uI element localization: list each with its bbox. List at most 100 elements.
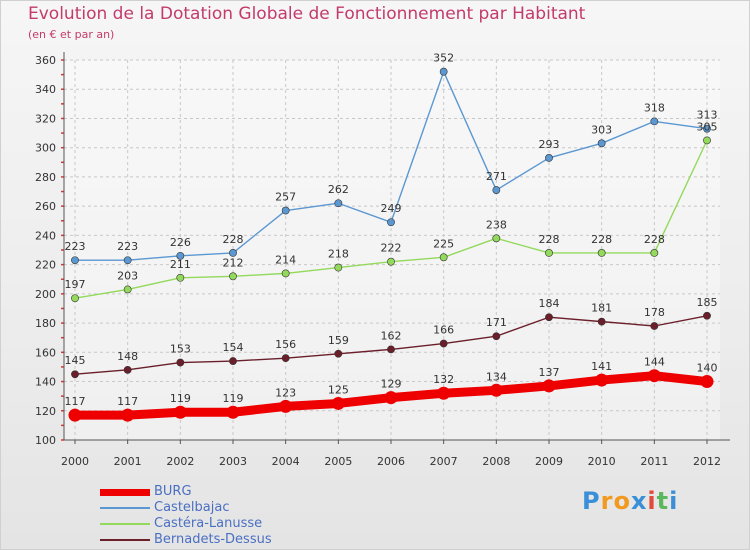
data-label: 212: [223, 256, 244, 269]
data-point: [229, 249, 237, 257]
data-label: 137: [539, 366, 560, 379]
data-label: 197: [65, 278, 86, 291]
data-point: [597, 139, 606, 148]
data-point: [121, 408, 135, 422]
data-label: 211: [170, 258, 191, 271]
data-label: 129: [381, 378, 402, 391]
y-tick-label: 180: [35, 317, 56, 330]
data-point: [650, 117, 659, 126]
chart-title: Evolution de la Dotation Globale de Fonc…: [28, 4, 586, 24]
data-point: [387, 345, 395, 354]
data-point: [439, 67, 448, 76]
data-point: [226, 405, 240, 419]
data-point: [281, 269, 290, 278]
data-label: 117: [65, 395, 86, 408]
logo-letter: r: [600, 487, 614, 515]
data-point: [439, 253, 448, 262]
data-label: 218: [328, 248, 349, 261]
x-tick-label: 2008: [482, 455, 510, 468]
data-point: [173, 405, 187, 419]
data-label: 262: [328, 183, 349, 196]
data-point: [492, 332, 501, 341]
data-point: [492, 234, 501, 243]
x-tick-label: 2003: [219, 455, 247, 468]
data-label: 148: [117, 350, 138, 363]
data-point: [281, 206, 290, 215]
data-label: 125: [328, 383, 349, 396]
data-label: 228: [591, 233, 612, 246]
x-tick-label: 2002: [166, 455, 194, 468]
data-point: [123, 256, 132, 265]
data-point: [334, 349, 343, 358]
y-tick-label: 200: [35, 288, 56, 301]
data-point: [542, 379, 556, 393]
data-label: 156: [275, 338, 296, 351]
data-label: 203: [117, 269, 138, 282]
data-label: 214: [275, 253, 296, 266]
y-tick-label: 260: [35, 200, 56, 213]
data-point: [123, 285, 132, 294]
x-tick-label: 2009: [535, 455, 563, 468]
data-point: [68, 408, 82, 422]
data-point: [597, 317, 606, 326]
data-label: 257: [275, 191, 296, 204]
y-tick-label: 320: [35, 112, 56, 125]
x-tick-label: 2012: [693, 455, 721, 468]
data-label: 226: [170, 236, 191, 249]
data-label: 178: [644, 306, 665, 319]
data-label: 162: [381, 329, 402, 342]
data-label: 249: [381, 202, 402, 215]
x-tick-label: 2011: [640, 455, 668, 468]
data-label: 225: [433, 237, 454, 250]
y-tick-label: 120: [35, 405, 56, 418]
data-label: 238: [486, 218, 507, 231]
data-label: 181: [591, 302, 612, 315]
logo-letter: i: [669, 487, 679, 515]
data-point: [647, 369, 661, 383]
data-point: [595, 373, 609, 387]
legend: BURG Castelbajac Castéra-Lanusse Bernade…: [100, 484, 272, 548]
data-label: 134: [486, 370, 507, 383]
data-label: 145: [65, 354, 86, 367]
logo-letter: t: [656, 487, 670, 515]
logo-letter: P: [582, 487, 601, 515]
data-label: 303: [591, 123, 612, 136]
data-label: 141: [591, 360, 612, 373]
y-tick-label: 340: [35, 83, 56, 96]
data-label: 228: [644, 233, 665, 246]
data-point: [492, 186, 501, 194]
data-label: 166: [433, 324, 454, 337]
data-point: [703, 124, 711, 133]
data-point: [545, 249, 553, 257]
data-label: 305: [697, 120, 718, 133]
legend-label: Bernadets-Dessus: [154, 532, 272, 547]
data-label: 171: [486, 316, 507, 329]
y-tick-label: 160: [35, 346, 56, 359]
data-point: [387, 218, 395, 227]
data-point: [334, 199, 343, 208]
data-point: [650, 322, 659, 330]
data-label: 228: [539, 233, 560, 246]
data-label: 132: [433, 373, 454, 386]
x-tick-label: 2001: [114, 455, 142, 468]
data-label: 117: [117, 395, 138, 408]
data-point: [229, 272, 237, 281]
data-label: 318: [644, 101, 665, 114]
data-point: [123, 365, 132, 374]
data-point: [437, 386, 451, 400]
y-tick-label: 220: [35, 259, 56, 272]
x-tick-label: 2005: [324, 455, 352, 468]
data-point: [545, 154, 553, 162]
chart-subtitle: (en € et par an): [28, 28, 115, 41]
data-point: [281, 354, 290, 363]
y-tick-label: 100: [35, 434, 56, 447]
data-label: 144: [644, 356, 665, 369]
y-tick-label: 140: [35, 376, 56, 389]
x-tick-label: 2007: [430, 455, 458, 468]
data-point: [334, 263, 343, 272]
data-point: [439, 339, 448, 348]
data-label: 119: [170, 392, 191, 405]
legend-item-burg: BURG: [100, 484, 272, 500]
data-point: [176, 273, 185, 282]
